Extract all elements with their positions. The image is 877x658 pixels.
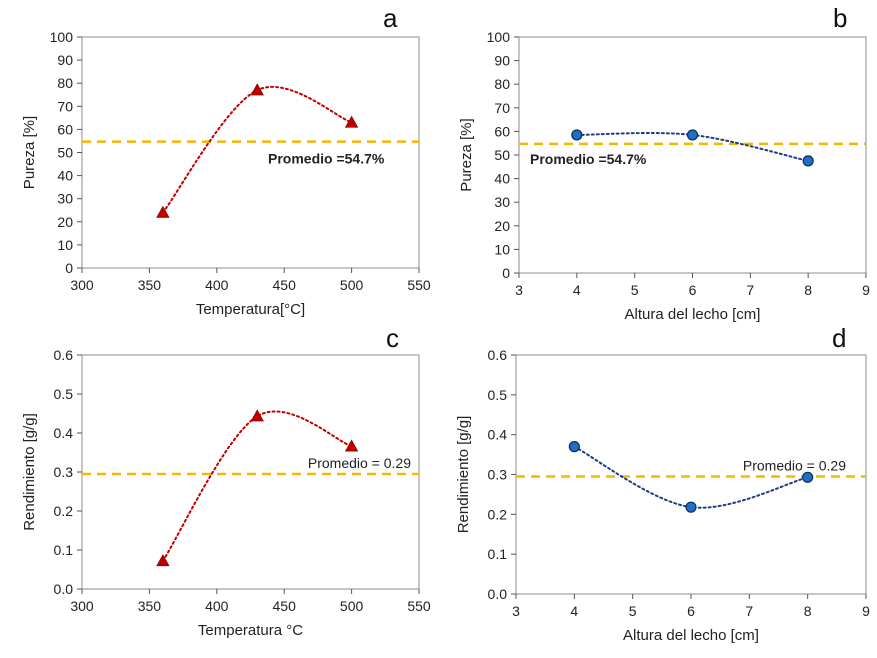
- y-tick-label: 70: [57, 98, 73, 114]
- x-tick-label: 450: [273, 277, 297, 293]
- y-tick-label: 0.5: [54, 386, 74, 402]
- y-tick-label: 50: [57, 145, 73, 161]
- x-tick-label: 550: [407, 598, 431, 614]
- x-tick-label: 4: [573, 282, 581, 298]
- y-tick-label: 10: [494, 241, 510, 257]
- y-axis-label: Pureza [%]: [21, 116, 38, 189]
- y-tick-label: 0.6: [488, 347, 508, 363]
- x-tick-label: 550: [407, 277, 431, 293]
- x-tick-label: 9: [862, 282, 870, 298]
- y-tick-label: 60: [494, 123, 510, 139]
- y-tick-label: 50: [494, 147, 510, 163]
- y-tick-label: 0.5: [488, 387, 508, 403]
- x-tick-label: 350: [138, 277, 162, 293]
- y-tick-label: 0.2: [488, 506, 508, 522]
- panel-letter: d: [832, 323, 846, 353]
- x-tick-label: 500: [340, 598, 364, 614]
- y-tick-label: 0.4: [488, 427, 508, 443]
- series-line: [161, 410, 353, 562]
- x-axis-label: Temperatura °C: [198, 622, 303, 639]
- x-axis-label: Altura del lecho [cm]: [623, 627, 759, 644]
- y-tick-label: 0: [65, 260, 73, 276]
- x-tick-label: 9: [862, 603, 870, 619]
- y-tick-label: 90: [494, 53, 510, 69]
- x-tick-label: 300: [70, 277, 94, 293]
- data-point: [250, 83, 264, 96]
- x-tick-label: 300: [70, 598, 94, 614]
- y-tick-label: 0.3: [54, 464, 74, 480]
- panel-d: 3 4 5 6 7 8 9 0.0 0.1 0.2 0.3 0.4 0.5 0.6 Altura del l…: [455, 323, 870, 644]
- y-tick-label: 30: [57, 191, 73, 207]
- y-tick-label: 20: [57, 214, 73, 230]
- y-tick-label: 40: [57, 168, 73, 184]
- y-tick-label: 100: [50, 29, 74, 45]
- average-label: Promedio = 0.29: [743, 457, 846, 473]
- x-tick-label: 3: [512, 603, 520, 619]
- y-tick-label: 0.0: [488, 586, 508, 602]
- panel-letter: c: [386, 323, 399, 353]
- x-tick-label: 5: [631, 282, 639, 298]
- x-tick-label: 8: [804, 282, 812, 298]
- y-tick-label: 100: [487, 29, 511, 45]
- panel-a: 300 350 400 450 500 550 0 10 20 30 40 50 60 70 80 90 100…: [21, 3, 431, 318]
- x-tick-label: 500: [340, 277, 364, 293]
- data-point: [686, 129, 699, 141]
- y-tick-label: 0: [502, 265, 510, 281]
- y-tick-label: 0.4: [54, 425, 74, 441]
- plot-frame: [81, 354, 420, 590]
- x-tick-label: 6: [687, 603, 695, 619]
- y-tick-label: 10: [57, 237, 73, 253]
- average-label: Promedio =54.7%: [268, 151, 385, 167]
- data-point: [571, 129, 583, 141]
- x-tick-label: 4: [570, 603, 578, 619]
- data-point: [802, 471, 814, 483]
- y-tick-label: 0.1: [488, 546, 508, 562]
- x-tick-label: 450: [273, 598, 297, 614]
- x-tick-label: 400: [205, 598, 229, 614]
- x-tick-label: 350: [138, 598, 162, 614]
- y-tick-label: 0.1: [54, 542, 74, 558]
- panel-letter: b: [833, 3, 847, 33]
- data-point: [344, 439, 359, 452]
- x-tick-label: 3: [515, 282, 523, 298]
- y-tick-label: 0.0: [54, 581, 74, 597]
- data-point: [802, 155, 814, 167]
- x-tick-label: 5: [629, 603, 637, 619]
- y-tick-label: 90: [57, 52, 73, 68]
- x-tick-label: 7: [745, 603, 753, 619]
- plot-frame: [515, 354, 867, 595]
- y-tick-label: 0.2: [54, 503, 74, 519]
- y-tick-label: 70: [494, 100, 510, 116]
- y-tick-label: 60: [57, 121, 73, 137]
- average-label: Promedio = 0.29: [308, 455, 411, 471]
- data-point: [568, 441, 580, 453]
- x-axis-label: Temperatura[°C]: [196, 301, 305, 318]
- x-tick-label: 8: [804, 603, 812, 619]
- average-label: Promedio =54.7%: [530, 151, 647, 167]
- data-point: [250, 409, 264, 422]
- y-tick-label: 80: [494, 76, 510, 92]
- x-axis-label: Altura del lecho [cm]: [625, 306, 761, 323]
- y-tick-label: 0.6: [54, 347, 74, 363]
- data-point: [685, 501, 697, 513]
- y-tick-label: 20: [494, 218, 510, 234]
- y-tick-label: 30: [494, 194, 510, 210]
- y-axis-label: Pureza [%]: [458, 118, 475, 191]
- y-tick-label: 40: [494, 171, 510, 187]
- data-point: [156, 554, 170, 567]
- x-tick-label: 7: [746, 282, 754, 298]
- y-axis-label: Rendimiento [g/g]: [21, 413, 38, 531]
- y-tick-label: 0.3: [488, 467, 508, 483]
- y-axis-label: Rendimiento [g/g]: [455, 416, 472, 534]
- data-point: [156, 205, 170, 218]
- panel-letter: a: [383, 3, 398, 33]
- y-tick-label: 80: [57, 75, 73, 91]
- x-tick-label: 6: [689, 282, 697, 298]
- x-tick-label: 400: [205, 277, 229, 293]
- data-point: [344, 115, 359, 128]
- panel-c: 300 350 400 450 500 550 0.0 0.1 0.2 0.3 0.4 0.5 0.6 T…: [21, 323, 431, 639]
